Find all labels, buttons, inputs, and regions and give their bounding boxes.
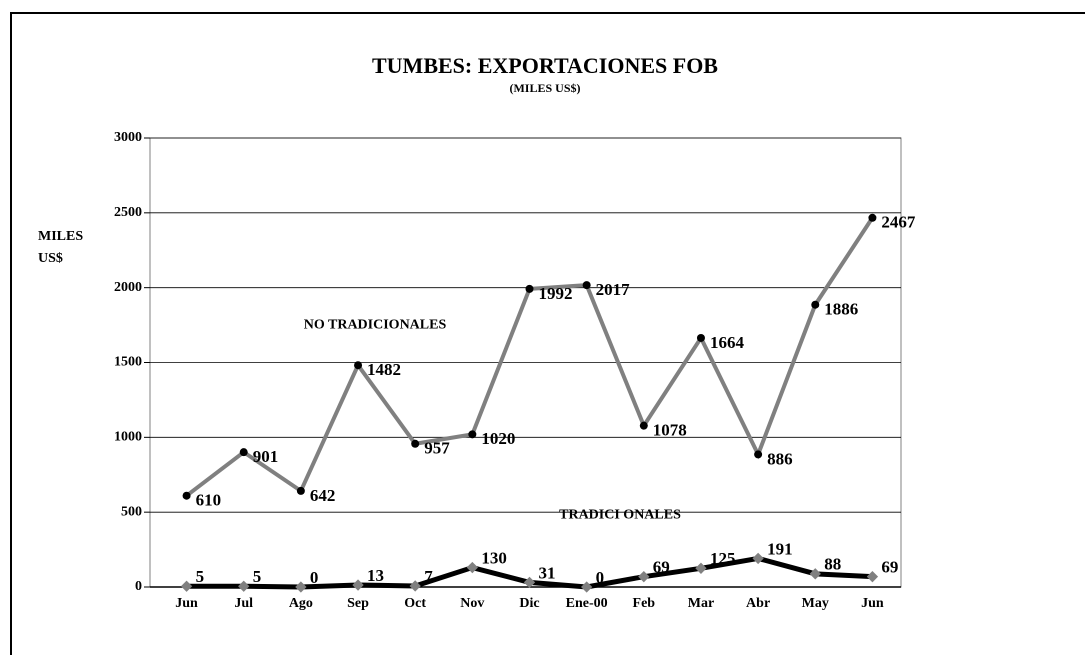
y-axis-label: MILES US$ — [38, 229, 84, 266]
data-label: 88 — [824, 555, 841, 574]
marker — [638, 571, 650, 583]
data-label: 2017 — [596, 280, 631, 299]
marker — [411, 439, 420, 448]
marker — [695, 562, 707, 574]
y-tick-label: 2000 — [114, 280, 142, 295]
data-label: 5 — [253, 567, 262, 586]
marker — [296, 486, 305, 495]
x-tick-label: Jun — [175, 596, 198, 611]
x-tick-label: Nov — [460, 596, 485, 611]
chart-subtitle: (MILES US$) — [509, 81, 580, 95]
data-label: 2467 — [881, 213, 916, 232]
data-label: 5 — [196, 567, 205, 586]
marker — [866, 571, 879, 583]
marker — [238, 580, 250, 592]
x-tick-label: Feb — [632, 596, 656, 611]
marker — [180, 580, 193, 592]
marker — [696, 333, 705, 342]
data-label: 69 — [653, 558, 670, 577]
frame — [10, 12, 1085, 655]
marker — [182, 491, 191, 500]
data-label: 69 — [881, 558, 898, 577]
x-tick-label: Dic — [519, 596, 540, 611]
marker — [239, 448, 248, 457]
data-label: 610 — [196, 491, 222, 510]
x-tick-label: Oct — [404, 596, 427, 611]
data-label: 1482 — [367, 360, 401, 379]
data-label: 191 — [767, 539, 793, 558]
data-label: 31 — [539, 563, 556, 582]
data-label: 1886 — [824, 300, 858, 319]
data-label: 7 — [424, 567, 433, 586]
marker — [580, 581, 593, 593]
series-label: TRADICI ONALES — [559, 507, 681, 522]
data-label: 957 — [424, 439, 450, 458]
marker — [639, 421, 648, 430]
data-label: 130 — [481, 548, 507, 567]
data-label: 1992 — [539, 284, 573, 303]
marker — [582, 281, 591, 290]
data-label: 0 — [310, 568, 319, 587]
marker — [752, 552, 764, 565]
y-tick-label: 2500 — [114, 205, 142, 220]
data-label: 0 — [596, 568, 605, 587]
data-label: 1664 — [710, 333, 745, 352]
y-tick-label: 3000 — [114, 130, 142, 145]
x-tick-label: Mar — [687, 596, 715, 611]
x-tick-label: Sep — [347, 596, 369, 611]
marker — [409, 580, 421, 592]
data-label: 886 — [767, 449, 793, 468]
x-tick-label: Ago — [288, 596, 313, 611]
chart-title: TUMBES: EXPORTACIONES FOB — [372, 53, 718, 78]
y-tick-label: 500 — [121, 504, 142, 519]
marker — [754, 450, 763, 459]
marker — [352, 579, 364, 591]
data-label: 13 — [367, 566, 384, 585]
data-label: 125 — [710, 549, 736, 568]
x-tick-label: Jun — [861, 596, 884, 611]
marker — [868, 213, 877, 222]
marker — [525, 284, 534, 293]
data-label: 1020 — [481, 429, 515, 448]
marker — [811, 300, 820, 309]
marker — [523, 576, 536, 589]
y-tick-label: 1000 — [114, 430, 142, 445]
x-tick-label: Abr — [746, 596, 771, 611]
data-label: 1078 — [653, 421, 687, 440]
marker — [354, 361, 363, 370]
marker — [295, 581, 307, 593]
x-tick-label: Ene-00 — [565, 596, 608, 611]
data-label: 901 — [253, 447, 279, 466]
marker — [809, 568, 821, 580]
marker — [468, 430, 477, 439]
y-tick-label: 0 — [135, 579, 142, 594]
y-tick-label: 1500 — [114, 355, 142, 370]
data-label: 642 — [310, 486, 336, 505]
series-label: NO TRADICIONALES — [304, 317, 447, 332]
x-tick-label: Jul — [234, 596, 254, 611]
x-tick-label: May — [801, 596, 829, 611]
marker — [466, 561, 479, 574]
